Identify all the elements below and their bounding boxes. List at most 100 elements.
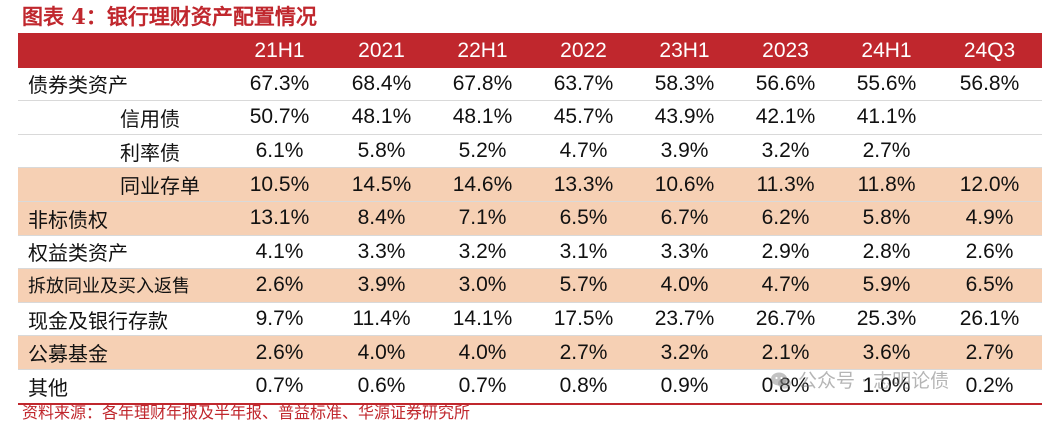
source-note: 资料来源：各年理财年报及半年报、普益标准、华源证券研究所 xyxy=(22,403,471,422)
table-cell: 3.9% xyxy=(331,268,432,303)
table-cell xyxy=(937,134,1042,169)
column-header: 2022 xyxy=(533,35,634,68)
table-cell: 56.8% xyxy=(937,67,1042,102)
table-cell: 2.7% xyxy=(533,335,634,370)
table-cell: 4.0% xyxy=(432,335,533,370)
header-corner xyxy=(18,35,228,68)
table-row: 债券类资产 67.3% 68.4% 67.8% 63.7% 58.3% 56.6… xyxy=(18,67,1042,102)
table-cell: 0.7% xyxy=(432,369,533,405)
table-cell: 11.4% xyxy=(331,302,432,337)
table-row: 其他 0.7% 0.6% 0.7% 0.8% 0.9% 0.8% 1.0% 0.… xyxy=(18,369,1042,405)
table-cell: 0.2% xyxy=(937,369,1042,405)
table-cell: 2.9% xyxy=(735,235,836,270)
table-cell: 2.6% xyxy=(228,335,331,370)
table-row: 现金及银行存款 9.7% 11.4% 14.1% 17.5% 23.7% 26.… xyxy=(18,302,1042,337)
table-cell: 4.9% xyxy=(937,201,1042,236)
row-label: 现金及银行存款 xyxy=(18,302,228,337)
table-cell: 45.7% xyxy=(533,100,634,135)
table-cell: 3.0% xyxy=(432,268,533,303)
column-header: 2023 xyxy=(735,35,836,68)
table-cell: 4.1% xyxy=(228,235,331,270)
table-cell xyxy=(937,100,1042,135)
table-cell: 7.1% xyxy=(432,201,533,236)
table-cell: 6.7% xyxy=(634,201,735,236)
table-cell: 26.7% xyxy=(735,302,836,337)
table-cell: 10.5% xyxy=(228,167,331,202)
table-row: 权益类资产 4.1% 3.3% 3.2% 3.1% 3.3% 2.9% 2.8%… xyxy=(18,235,1042,270)
table-cell: 48.1% xyxy=(432,100,533,135)
table-cell: 3.6% xyxy=(836,335,937,370)
table-row: 拆放同业及买入返售 2.6% 3.9% 3.0% 5.7% 4.0% 4.7% … xyxy=(18,268,1042,303)
table-cell: 2.7% xyxy=(937,335,1042,370)
table-cell: 23.7% xyxy=(634,302,735,337)
column-header: 22H1 xyxy=(432,35,533,68)
table-cell: 68.4% xyxy=(331,67,432,102)
row-label: 同业存单 xyxy=(18,167,228,202)
table-cell: 2.8% xyxy=(836,235,937,270)
watermark: 公众号 · 志明论债 xyxy=(770,367,949,395)
table-cell: 3.3% xyxy=(331,235,432,270)
table-cell: 0.8% xyxy=(533,369,634,405)
table-cell: 48.1% xyxy=(331,100,432,135)
table-cell: 3.2% xyxy=(634,335,735,370)
table-cell: 6.2% xyxy=(735,201,836,236)
table-cell: 14.1% xyxy=(432,302,533,337)
table-cell: 3.1% xyxy=(533,235,634,270)
table-cell: 26.1% xyxy=(937,302,1042,337)
table-cell: 63.7% xyxy=(533,67,634,102)
table-cell: 4.0% xyxy=(331,335,432,370)
column-header: 24H1 xyxy=(836,35,937,68)
table-cell: 13.3% xyxy=(533,167,634,202)
table-cell: 8.4% xyxy=(331,201,432,236)
table-cell: 55.6% xyxy=(836,67,937,102)
table-cell: 4.0% xyxy=(634,268,735,303)
table-cell: 13.1% xyxy=(228,201,331,236)
row-label: 利率债 xyxy=(18,134,228,169)
column-header: 2021 xyxy=(331,35,432,68)
table-cell: 11.3% xyxy=(735,167,836,202)
figure-title: 图表 4：银行理财资产配置情况 xyxy=(22,4,317,29)
table-cell: 0.7% xyxy=(228,369,331,405)
table-cell: 41.1% xyxy=(836,100,937,135)
table-cell: 4.7% xyxy=(533,134,634,169)
table-row: 利率债 6.1% 5.8% 5.2% 4.7% 3.9% 3.2% 2.7% xyxy=(18,134,1042,169)
table-cell: 2.7% xyxy=(836,134,937,169)
table-cell: 12.0% xyxy=(937,167,1042,202)
wechat-icon xyxy=(770,371,792,391)
row-label: 债券类资产 xyxy=(18,67,228,102)
table-cell: 3.2% xyxy=(432,235,533,270)
table-cell: 25.3% xyxy=(836,302,937,337)
table-cell: 5.8% xyxy=(331,134,432,169)
table-cell: 42.1% xyxy=(735,100,836,135)
row-label: 公募基金 xyxy=(18,335,228,370)
table-cell: 2.1% xyxy=(735,335,836,370)
table-cell: 67.3% xyxy=(228,67,331,102)
row-label: 非标债权 xyxy=(18,201,228,236)
table-cell: 11.8% xyxy=(836,167,937,202)
table-cell: 2.6% xyxy=(228,268,331,303)
column-header: 24Q3 xyxy=(937,35,1042,68)
table-cell: 17.5% xyxy=(533,302,634,337)
row-label: 拆放同业及买入返售 xyxy=(18,268,228,303)
table-row: 信用债 50.7% 48.1% 48.1% 45.7% 43.9% 42.1% … xyxy=(18,100,1042,135)
table-row: 同业存单 10.5% 14.5% 14.6% 13.3% 10.6% 11.3%… xyxy=(18,167,1042,202)
table-cell: 56.6% xyxy=(735,67,836,102)
row-label: 权益类资产 xyxy=(18,235,228,270)
table-cell: 67.8% xyxy=(432,67,533,102)
table-cell: 58.3% xyxy=(634,67,735,102)
header-row: 21H1 2021 22H1 2022 23H1 2023 24H1 24Q3 xyxy=(18,35,1042,68)
table-cell: 14.5% xyxy=(331,167,432,202)
table-cell: 0.6% xyxy=(331,369,432,405)
table-cell: 14.6% xyxy=(432,167,533,202)
table-cell: 5.2% xyxy=(432,134,533,169)
table-cell: 9.7% xyxy=(228,302,331,337)
row-label: 其他 xyxy=(18,369,228,405)
table-cell: 5.8% xyxy=(836,201,937,236)
table-cell: 0.9% xyxy=(634,369,735,405)
column-header: 23H1 xyxy=(634,35,735,68)
asset-allocation-table: 21H1 2021 22H1 2022 23H1 2023 24H1 24Q3 … xyxy=(18,35,1042,405)
table-cell: 50.7% xyxy=(228,100,331,135)
table-cell: 6.5% xyxy=(533,201,634,236)
table-cell: 43.9% xyxy=(634,100,735,135)
row-label: 信用债 xyxy=(18,100,228,135)
